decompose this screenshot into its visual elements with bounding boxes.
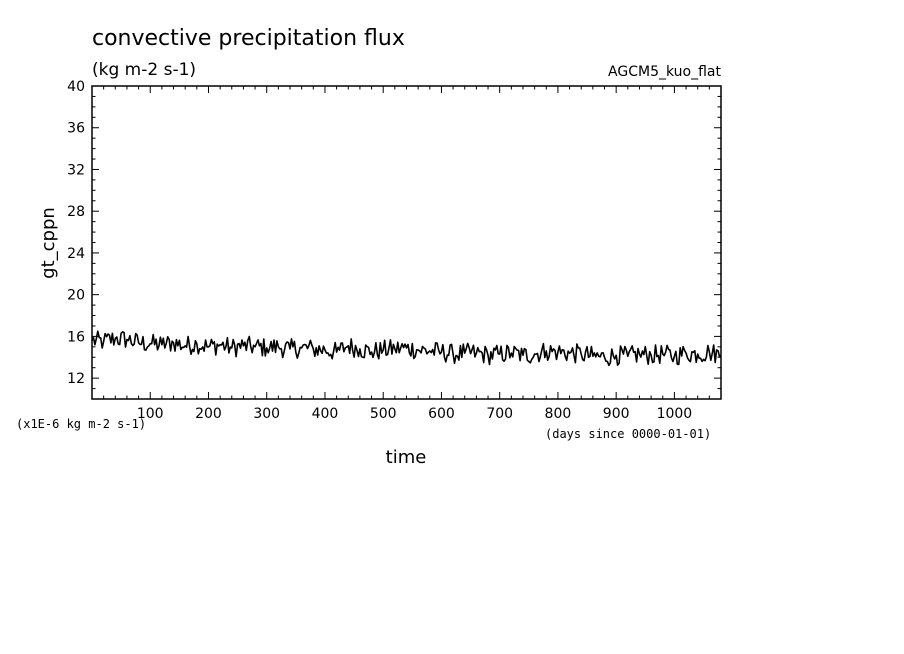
y-tick-label: 12: [67, 371, 85, 387]
x-units-note: (days since 0000-01-01): [545, 427, 711, 441]
x-tick-label: 700: [486, 406, 513, 422]
y-tick-label: 32: [67, 162, 85, 178]
x-tick-label: 1000: [657, 406, 693, 422]
series-line: [91, 330, 722, 367]
chart-title: convective precipitation flux: [92, 26, 405, 51]
y-tick-label: 36: [67, 121, 85, 137]
x-tick-label: 500: [370, 406, 397, 422]
x-tick-label: 300: [253, 406, 280, 422]
series-layer: [91, 330, 722, 367]
x-tick-label: 100: [137, 406, 164, 422]
x-tick-label: 200: [195, 406, 222, 422]
y-tick-label: 16: [67, 329, 85, 345]
x-axis: 100 200 300 400 500 600 700 800 900 1000: [103, 86, 710, 422]
x-axis-label: time: [386, 447, 427, 468]
y-tick-label: 28: [67, 204, 85, 220]
units-label: (kg m-2 s-1): [92, 60, 196, 80]
y-tick-label: 24: [67, 246, 85, 262]
x-tick-label: 600: [428, 406, 455, 422]
y-tick-label: 20: [67, 288, 85, 304]
y-axis: 12 16 20 24 28 32 36 40: [67, 79, 721, 400]
y-scale-note: (x1E-6 kg m-2 s-1): [16, 417, 146, 431]
y-tick-label: 40: [67, 79, 85, 95]
x-tick-label: 900: [603, 406, 630, 422]
x-tick-label: 400: [312, 406, 339, 422]
x-tick-label: 800: [545, 406, 572, 422]
y-axis-label: gt_cppn: [38, 207, 59, 279]
source-label: AGCM5_kuo_flat: [608, 64, 721, 80]
